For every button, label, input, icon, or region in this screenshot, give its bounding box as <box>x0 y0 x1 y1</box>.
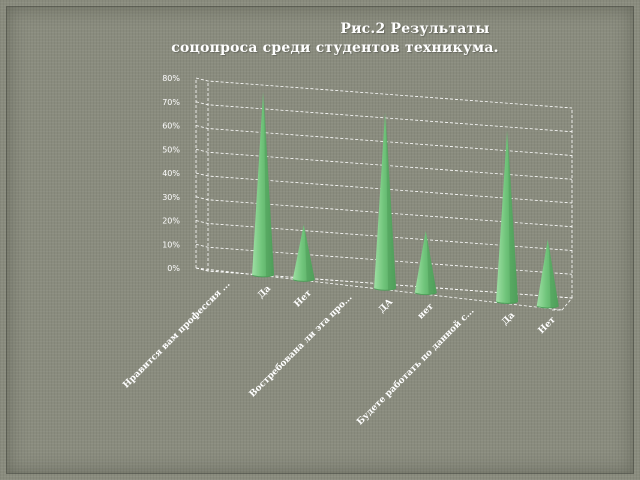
x-axis: Нравится вам профессия ... Да НетВостребов… <box>121 279 558 427</box>
y-tick-label: 70% <box>162 98 180 107</box>
gridline <box>195 77 573 109</box>
y-tick-label: 40% <box>162 169 180 178</box>
chart-title: Рис.2 Результаты соцопроса среди студент… <box>100 20 570 58</box>
x-category-label: ДА <box>377 297 395 315</box>
y-tick-label: 20% <box>162 217 180 226</box>
x-category-label: Нет <box>293 288 314 309</box>
gridline <box>195 148 573 180</box>
x-category-label: Да <box>256 284 273 301</box>
y-tick-label: 60% <box>162 122 180 131</box>
x-category-label: Да <box>500 310 517 327</box>
y-tick-label: 0% <box>167 264 180 273</box>
cone-bar <box>292 224 315 282</box>
chart-title-line2: соцопроса среди студентов техникума. <box>171 40 499 56</box>
x-category-label: Нет <box>537 315 558 336</box>
cone-bar <box>374 112 397 291</box>
x-category-label: нет <box>416 301 436 321</box>
y-axis: 0% 10% 20% 30% 40% 50% 60% 70% 80% <box>162 74 180 273</box>
y-tick-label: 10% <box>162 240 180 249</box>
x-category-label: Будете работать по данной с... <box>355 305 477 427</box>
cone-bar <box>414 230 437 296</box>
cone-bar <box>252 92 275 278</box>
x-category-label: Нравится вам профессия ... <box>121 279 232 390</box>
cone-bar <box>496 130 519 305</box>
cone-bar <box>536 239 559 309</box>
chart-title-line1: Рис.2 Результаты <box>340 21 490 37</box>
y-tick-label: 50% <box>162 145 180 154</box>
y-tick-label: 30% <box>162 193 180 202</box>
cone-series <box>252 92 559 309</box>
gridline <box>195 101 573 133</box>
y-tick-label: 80% <box>162 74 180 83</box>
gridline <box>195 243 573 275</box>
